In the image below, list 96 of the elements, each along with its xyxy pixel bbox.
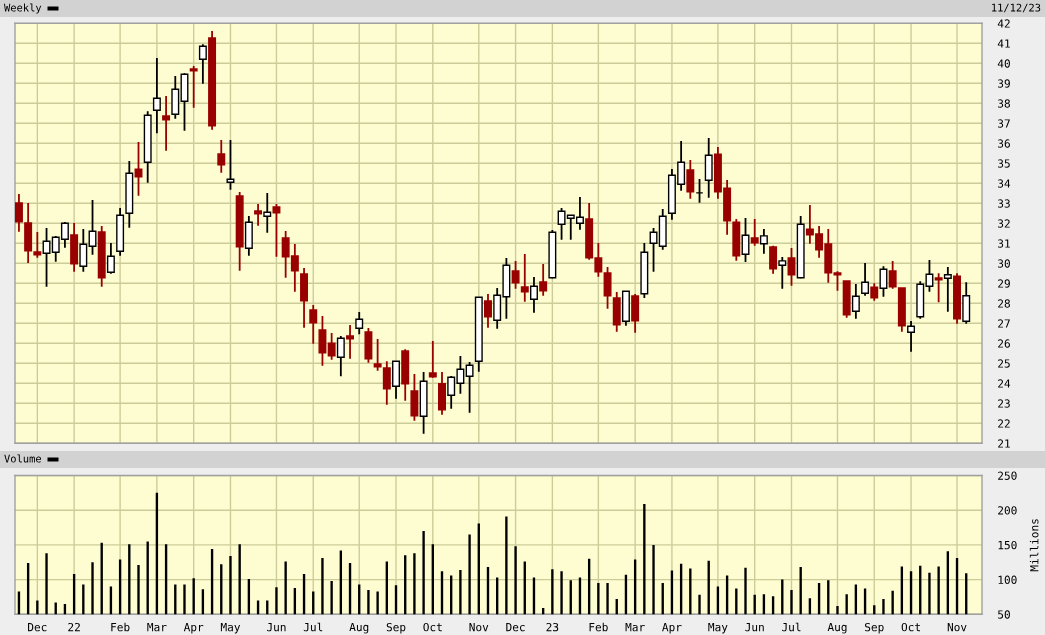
x-tick-label: Mar xyxy=(625,623,645,632)
y-tick-label: 36 xyxy=(998,139,1010,148)
y-tick-label: 38 xyxy=(998,99,1010,108)
y-tick-label: 37 xyxy=(998,119,1010,128)
y-tick-label: 39 xyxy=(998,79,1010,88)
candlestick xyxy=(861,261,870,297)
x-tick-label: 22 xyxy=(68,622,80,632)
candlestick xyxy=(943,265,952,313)
y-axis-title: Millions xyxy=(1029,519,1039,572)
candlestick xyxy=(263,191,272,234)
y-tick-label: 50 xyxy=(998,610,1010,619)
y-tick-label: 40 xyxy=(997,59,1010,68)
candlestick xyxy=(309,303,318,345)
candlestick xyxy=(226,138,235,191)
candlestick xyxy=(106,241,115,275)
candlestick xyxy=(465,360,474,414)
x-tick-label: Apr xyxy=(662,623,682,634)
y-tick-label: 200 xyxy=(998,506,1017,515)
y-tick-label: 33 xyxy=(998,199,1010,208)
y-tick-label: 31 xyxy=(998,239,1010,248)
candlestick xyxy=(217,138,226,174)
x-tick-label: Aug xyxy=(827,622,847,634)
candlestick xyxy=(318,314,327,367)
candlestick xyxy=(189,64,198,109)
x-tick-label: Jun xyxy=(745,623,764,632)
y-tick-label: 100 xyxy=(998,575,1017,585)
x-tick-label: Dec xyxy=(506,623,525,632)
candlestick xyxy=(686,158,695,200)
x-tick-label: Aug xyxy=(349,622,369,634)
text: 11/12/23 xyxy=(992,3,1041,13)
y-tick-label: 26 xyxy=(998,339,1010,348)
y-tick-label: 25 xyxy=(998,359,1010,368)
candlestick xyxy=(484,292,492,329)
x-tick-label: Feb xyxy=(111,622,130,632)
y-tick-label: 24 xyxy=(998,379,1011,388)
candlestick xyxy=(336,334,345,378)
x-tick-label: Oct xyxy=(423,622,442,632)
y-tick-label: 41 xyxy=(997,39,1010,48)
candlestick xyxy=(934,272,943,304)
candlestick xyxy=(759,227,768,255)
candlestick xyxy=(907,319,916,353)
chart-title: Weekly xyxy=(4,3,42,14)
candlestick xyxy=(15,192,23,233)
chart-title: Volume xyxy=(4,454,42,463)
x-tick-label: Nov xyxy=(947,623,967,632)
candlestick xyxy=(539,262,548,297)
x-tick-label: May xyxy=(708,623,728,634)
x-tick-label: Jun xyxy=(267,623,286,632)
x-tick-label: 23 xyxy=(546,622,559,632)
candlestick xyxy=(382,360,391,406)
candlestick xyxy=(603,265,612,310)
y-tick-label: 42 xyxy=(997,19,1010,28)
x-tick-label: Sep xyxy=(864,622,884,634)
y-tick-label: 29 xyxy=(998,279,1010,288)
candlestick xyxy=(879,265,888,298)
y-tick-label: 32 xyxy=(998,219,1010,228)
y-tick-label: 30 xyxy=(998,259,1010,268)
candlestick xyxy=(79,227,88,273)
candlestick xyxy=(355,310,364,336)
candlestick xyxy=(769,244,778,275)
candlestick xyxy=(198,43,207,85)
candlestick xyxy=(529,275,538,314)
candlestick xyxy=(750,217,759,247)
x-tick-label: Apr xyxy=(183,623,204,634)
y-tick-label: 250 xyxy=(998,471,1017,480)
y-tick-label: 34 xyxy=(998,179,1011,188)
candlestick xyxy=(327,331,336,361)
x-tick-label: Nov xyxy=(469,623,489,632)
y-tick-label: 28 xyxy=(998,299,1010,308)
x-tick-label: Sep xyxy=(386,622,406,634)
candlestick xyxy=(511,259,520,290)
x-tick-label: Jul xyxy=(782,622,801,632)
candlestick xyxy=(33,230,42,259)
candlestick xyxy=(254,202,263,227)
y-tick-label: 150 xyxy=(998,540,1017,550)
y-tick-label: 35 xyxy=(998,159,1010,168)
candlestick xyxy=(346,323,355,360)
x-tick-label: Feb xyxy=(589,622,608,632)
x-tick-label: May xyxy=(220,623,241,634)
candlestick xyxy=(851,282,860,320)
candlestick xyxy=(373,337,382,372)
candlestick xyxy=(428,339,437,379)
x-tick-label: Mar xyxy=(147,623,167,632)
y-tick-label: 27 xyxy=(998,319,1010,328)
candlestick xyxy=(162,94,171,152)
candlestick xyxy=(888,259,897,290)
candlestick xyxy=(272,202,281,258)
candlestick xyxy=(520,252,529,303)
x-tick-label: Jul xyxy=(303,622,323,632)
x-tick-label: Oct xyxy=(901,622,920,632)
x-tick-label: Dec xyxy=(28,623,47,632)
candlestick xyxy=(778,255,787,290)
y-tick-label: 23 xyxy=(998,399,1010,408)
candlestick xyxy=(152,56,161,135)
y-tick-label: 21 xyxy=(998,439,1010,448)
y-tick-label: 22 xyxy=(998,419,1010,428)
